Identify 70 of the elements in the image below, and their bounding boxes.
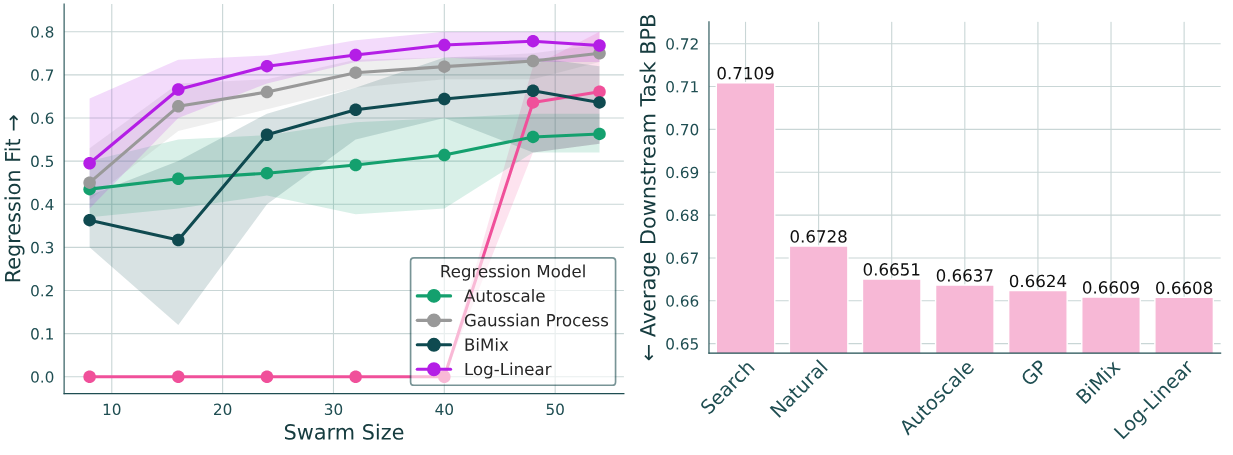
point [349, 103, 362, 117]
point [172, 83, 185, 96]
point [83, 213, 96, 227]
point [349, 48, 362, 62]
x-axis-title: Swarm Size [284, 423, 404, 440]
y-tick-label: 0.2 [31, 284, 53, 297]
point [438, 148, 451, 162]
point [260, 370, 274, 383]
point [593, 127, 606, 141]
x-tick-label: GP [1019, 358, 1049, 387]
y-tick-label: 0.69 [666, 166, 699, 179]
x-tick-label: 20 [214, 403, 232, 416]
legend-label: Autoscale [464, 289, 545, 302]
x-tick-label: 30 [324, 403, 343, 416]
point [172, 172, 185, 186]
legend-title: Regression Model [441, 264, 585, 281]
y-tick-label: 0.3 [31, 241, 54, 254]
point [593, 85, 606, 98]
y-tick-label: 0.1 [31, 328, 53, 340]
legend-label: BiMix [465, 337, 509, 351]
data-label: 0.6624 [1009, 274, 1067, 288]
y-tick-label: 0.72 [666, 38, 698, 50]
point [526, 96, 540, 109]
y-tick-label: 0.66 [666, 295, 699, 307]
y-tick-label: 0.5 [31, 155, 54, 168]
point [349, 370, 362, 383]
legend-label: Gaussian Process [464, 313, 609, 327]
point [260, 59, 274, 73]
y-axis-title: ← Average Downstream Task BPB [639, 15, 660, 361]
point [83, 370, 96, 383]
y-axis-title: Regression Fit → [4, 115, 25, 282]
data-label: 0.6651 [863, 263, 920, 276]
point [260, 128, 274, 142]
point [83, 176, 96, 189]
y-tick-label: 0.0 [31, 371, 54, 383]
y-tick-label: 0.70 [666, 123, 699, 136]
data-label: 0.6608 [1156, 281, 1213, 295]
point [172, 370, 185, 383]
y-tick-label: 0.67 [666, 252, 698, 264]
point [260, 166, 274, 180]
point [438, 38, 451, 52]
point [349, 66, 362, 79]
data-label: 0.6637 [936, 269, 993, 282]
point [526, 84, 540, 98]
point [83, 157, 96, 170]
point [172, 233, 185, 247]
y-tick-label: 0.6 [31, 112, 54, 124]
y-tick-label: 0.65 [666, 338, 698, 350]
point [438, 60, 451, 73]
data-label: 0.6609 [1082, 281, 1140, 294]
data-label: 0.7109 [717, 66, 774, 80]
point [526, 34, 540, 48]
point [526, 54, 540, 68]
point [260, 85, 274, 99]
y-tick-label: 0.71 [666, 81, 698, 93]
y-tick-label: 0.68 [666, 209, 699, 222]
point [526, 130, 540, 144]
y-tick-label: 0.8 [31, 26, 54, 38]
y-tick-label: 0.7 [31, 69, 54, 81]
point [438, 370, 451, 383]
x-tick-label: 50 [546, 403, 564, 416]
point [172, 100, 185, 113]
x-tick-label: 40 [435, 403, 454, 416]
point [438, 92, 451, 106]
point [593, 39, 606, 52]
point [593, 96, 606, 109]
y-tick-label: 0.4 [31, 198, 54, 211]
x-tick-label: 10 [103, 403, 121, 416]
point [349, 158, 362, 172]
data-label: 0.6728 [790, 230, 847, 243]
